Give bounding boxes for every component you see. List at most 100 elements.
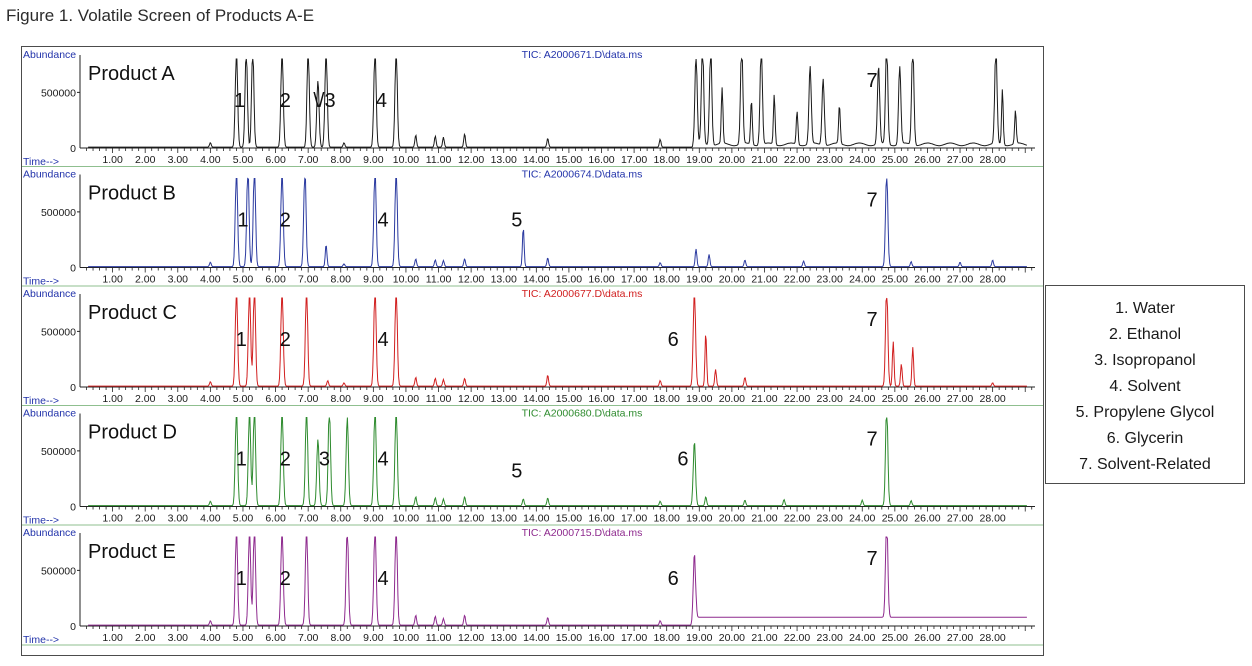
tic-label: TIC: A2000677.D\data.ms [522,288,643,300]
x-tick-label: 25.00 [882,154,908,166]
x-tick-label: 20.00 [719,274,745,286]
x-tick-label: 13.00 [491,274,517,286]
x-tick-label: 14.00 [523,632,549,644]
x-tick-label: 14.00 [523,274,549,286]
x-tick-label: 11.00 [426,154,452,166]
peak-label: 3 [319,449,330,471]
x-tick-label: 17.00 [621,513,647,525]
peak-label: 4 [378,329,389,351]
figure-title: Figure 1. Volatile Screen of Products A-… [6,6,315,25]
x-tick-label: 23.00 [817,154,843,166]
x-tick-label: 11.00 [426,393,452,405]
panel-product-b: Abundance TIC: A2000674.D\data.ms 500000 0 1… [22,166,1043,288]
trace-line [88,177,1027,268]
x-tick-label: 19.00 [686,274,712,286]
x-tick-label: 12.00 [458,513,484,525]
x-tick-label: 23.00 [817,274,843,286]
x-tick-label: 21.00 [751,632,777,644]
x-tick-label: 1.00 [102,393,123,405]
x-tick-label: 21.00 [751,154,777,166]
x-tick-label: 16.00 [588,274,614,286]
trace-line [88,297,1027,387]
peak-label: 2 [280,210,291,232]
y-tick-label: 500000 [41,87,76,99]
x-tick-label: 24.00 [849,154,875,166]
x-tick-label: 18.00 [654,513,680,525]
x-tick-label: 25.00 [882,632,908,644]
x-tick-label: 17.00 [621,393,647,405]
x-tick-label: 10.00 [393,632,419,644]
x-tick-label: 8.00 [331,154,352,166]
peak-label: 2 [280,329,291,351]
x-tick-label: 23.00 [817,513,843,525]
x-tick-label: 14.00 [523,513,549,525]
trace-line [88,417,1027,507]
peak-label: \/3 [313,90,335,112]
x-tick-label: 17.00 [621,632,647,644]
peak-label: 4 [378,449,389,471]
peak-label: 7 [866,309,877,331]
x-tick-label: 16.00 [588,513,614,525]
x-tick-label: 7.00 [298,513,319,525]
panel-name: Product C [88,302,177,324]
x-tick-label: 19.00 [686,393,712,405]
x-tick-label: 28.00 [979,274,1005,286]
x-tick-label: 4.00 [200,274,221,286]
x-tick-label: 16.00 [588,154,614,166]
x-tick-label: 27.00 [947,513,973,525]
x-tick-label: 16.00 [588,632,614,644]
x-tick-label: 13.00 [491,154,517,166]
x-tick-label: 5.00 [233,632,254,644]
y-tick-label: 0 [70,502,76,514]
peak-label: 1 [236,329,247,351]
x-tick-label: 28.00 [979,632,1005,644]
x-tick-label: 9.00 [363,632,384,644]
panel-name: Product B [88,183,176,205]
x-tick-label: 28.00 [979,513,1005,525]
x-tick-label: 15.00 [556,513,582,525]
x-tick-label: 17.00 [621,274,647,286]
legend-item: 7. Solvent-Related [1079,456,1211,473]
legend-item: 5. Propylene Glycol [1075,404,1215,421]
y-axis-label: Abundance [23,49,76,61]
x-tick-label: 22.00 [784,632,810,644]
x-tick-label: 21.00 [751,513,777,525]
x-tick-label: 2.00 [135,513,156,525]
x-tick-label: 7.00 [298,154,319,166]
panel-product-e: Abundance TIC: A2000715.D\data.ms 500000 0 1… [22,524,1043,646]
tic-label: TIC: A2000671.D\data.ms [522,49,643,61]
trace-line [88,57,1028,148]
x-tick-label: 3.00 [168,274,189,286]
legend-item: 3. Isopropanol [1094,352,1196,369]
x-tick-label: 9.00 [363,513,384,525]
x-tick-label: 12.00 [458,393,484,405]
x-tick-label: 20.00 [719,632,745,644]
y-tick-label: 0 [70,263,76,275]
x-tick-label: 3.00 [168,393,189,405]
x-tick-label: 4.00 [200,632,221,644]
x-tick-label: 22.00 [784,154,810,166]
y-tick-label: 500000 [41,326,76,338]
peak-label: 1 [236,449,247,471]
x-tick-label: 10.00 [393,274,419,286]
x-tick-label: 27.00 [947,632,973,644]
x-tick-label: 1.00 [102,154,123,166]
x-tick-label: 10.00 [393,513,419,525]
x-tick-label: 13.00 [491,513,517,525]
x-tick-label: 3.00 [168,154,189,166]
x-axis-label: Time--> [23,515,59,527]
x-tick-label: 8.00 [331,513,352,525]
x-tick-label: 8.00 [331,632,352,644]
x-tick-label: 11.00 [426,513,452,525]
y-axis-label: Abundance [23,408,76,420]
peak-label: 1 [237,210,248,232]
tic-label: TIC: A2000674.D\data.ms [522,169,643,181]
x-tick-label: 3.00 [168,632,189,644]
x-tick-label: 11.00 [426,274,452,286]
x-tick-label: 6.00 [265,154,286,166]
x-tick-label: 22.00 [784,274,810,286]
x-tick-label: 4.00 [200,154,221,166]
x-tick-label: 26.00 [914,274,940,286]
x-tick-label: 19.00 [686,632,712,644]
x-tick-label: 8.00 [331,393,352,405]
